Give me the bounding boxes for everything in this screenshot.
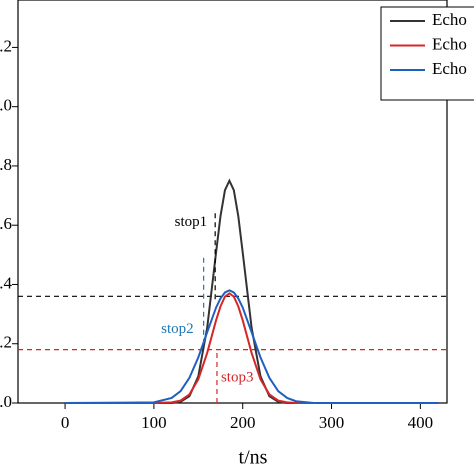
y-tick-label: 0.8	[0, 155, 12, 174]
y-tick-label: 0.0	[0, 392, 12, 411]
legend-label: Echo	[432, 34, 467, 53]
legend-label: Echo	[432, 10, 467, 29]
x-tick-label: 100	[141, 413, 167, 432]
y-tick-label: 0.2	[0, 333, 12, 352]
x-axis-label: t/ns	[239, 447, 268, 469]
stop-label: stop1	[175, 214, 208, 230]
legend-box	[380, 6, 474, 101]
series-line	[65, 289, 439, 404]
x-tick-label: 400	[408, 413, 434, 432]
y-tick-label: 0.4	[0, 273, 13, 292]
y-tick-label: 1.0	[0, 96, 12, 115]
stop-label: stop2	[161, 321, 194, 337]
y-tick-label: 1.2	[0, 36, 12, 55]
x-tick-label: 200	[230, 413, 256, 432]
legend-label: Echo	[432, 59, 467, 78]
series-line	[65, 292, 439, 404]
plot-frame	[17, 0, 448, 404]
y-tick-label: 0.6	[0, 214, 12, 233]
stop-label: stop3	[221, 369, 254, 385]
x-tick-label: 0	[61, 413, 70, 432]
x-tick-label: 300	[319, 413, 345, 432]
